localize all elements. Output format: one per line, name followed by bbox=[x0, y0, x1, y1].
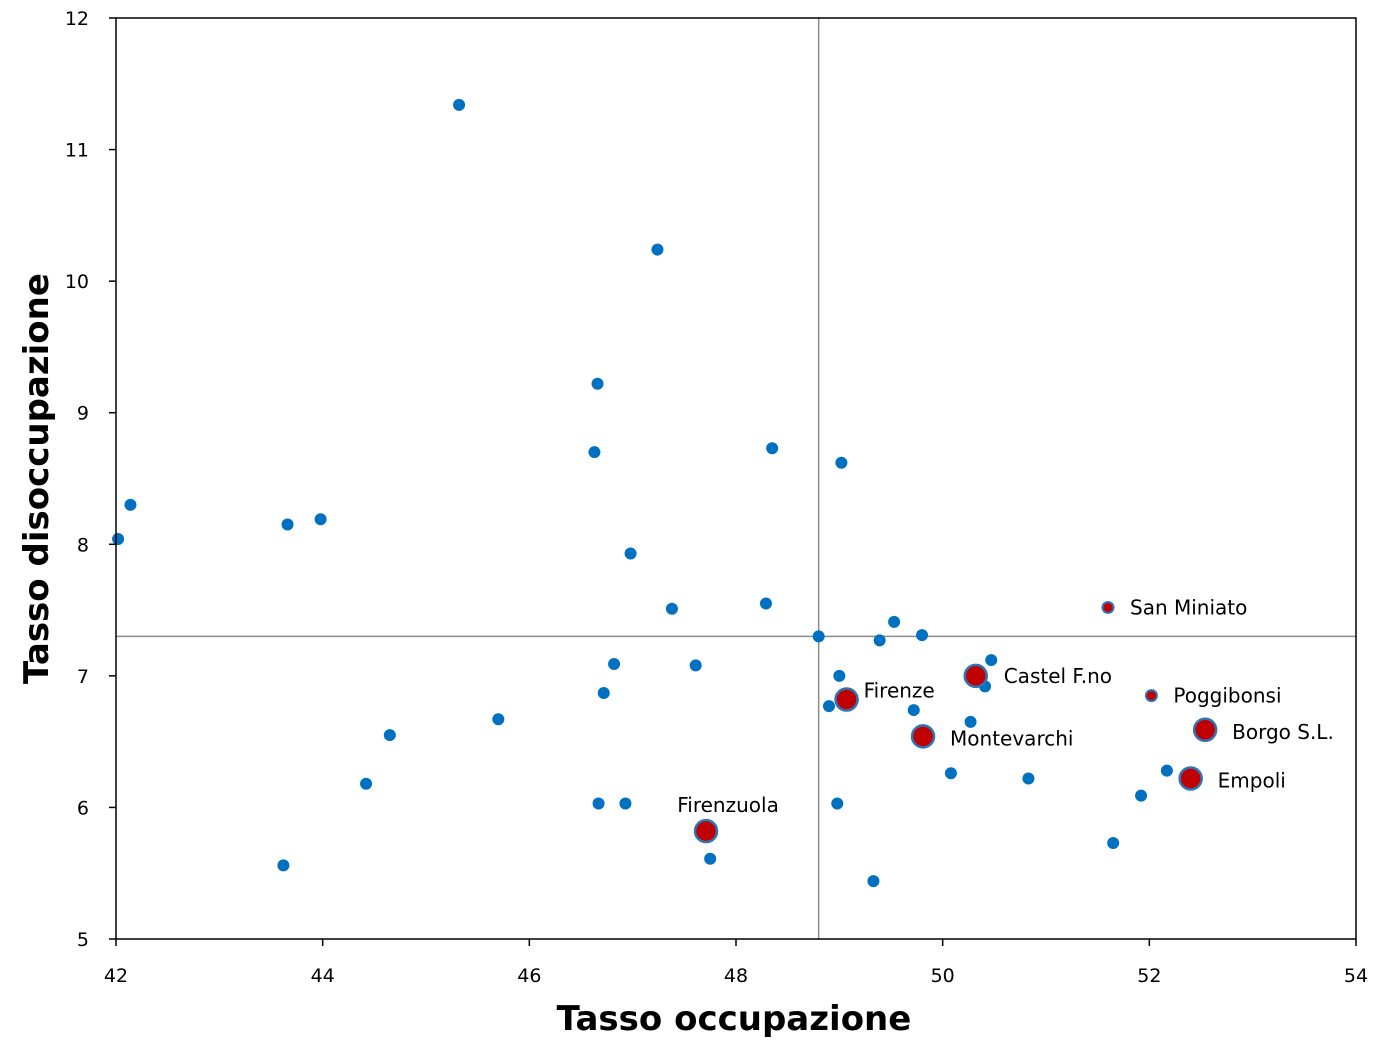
y-axis-title: Tasso disoccupazione bbox=[17, 273, 57, 684]
data-point bbox=[625, 547, 637, 559]
highlighted-point bbox=[912, 725, 934, 747]
x-tick-label: 54 bbox=[1344, 965, 1368, 987]
data-point bbox=[874, 634, 886, 646]
highlighted-point bbox=[1194, 719, 1216, 741]
data-point bbox=[985, 654, 997, 666]
y-tick-label: 11 bbox=[65, 140, 89, 162]
data-point bbox=[608, 658, 620, 670]
data-point bbox=[384, 729, 396, 741]
x-axis-title: Tasso occupazione bbox=[557, 999, 912, 1039]
point-label: San Miniato bbox=[1130, 595, 1247, 619]
y-axis-ticks: 5 6 7 8 9 10 11 12 bbox=[65, 8, 116, 951]
data-point bbox=[690, 659, 702, 671]
x-tick-label: 48 bbox=[724, 965, 748, 987]
data-point bbox=[704, 853, 716, 865]
point-label: Poggibonsi bbox=[1173, 684, 1281, 708]
data-point bbox=[666, 603, 678, 615]
data-point bbox=[277, 859, 289, 871]
data-point bbox=[833, 670, 845, 682]
data-point bbox=[598, 687, 610, 699]
data-point bbox=[453, 99, 465, 111]
data-point bbox=[888, 616, 900, 628]
data-point bbox=[1161, 765, 1173, 777]
y-tick-label: 7 bbox=[77, 666, 89, 688]
data-point bbox=[766, 442, 778, 454]
x-tick-label: 52 bbox=[1137, 965, 1161, 987]
point-label: Firenzuola bbox=[677, 793, 779, 817]
point-label: Borgo S.L. bbox=[1232, 720, 1334, 744]
data-point bbox=[916, 629, 928, 641]
data-point bbox=[124, 499, 136, 511]
data-point bbox=[945, 767, 957, 779]
highlighted-point bbox=[1146, 690, 1157, 701]
highlighted-point bbox=[1103, 602, 1114, 613]
data-points bbox=[112, 99, 1173, 887]
data-point bbox=[282, 519, 294, 531]
y-tick-label: 10 bbox=[65, 271, 89, 293]
data-point bbox=[592, 378, 604, 390]
data-point bbox=[360, 778, 372, 790]
highlighted-point bbox=[1180, 767, 1202, 789]
data-point bbox=[867, 875, 879, 887]
data-point bbox=[823, 700, 835, 712]
x-tick-label: 44 bbox=[311, 965, 335, 987]
x-tick-label: 42 bbox=[104, 965, 128, 987]
highlighted-point bbox=[836, 689, 858, 711]
data-point bbox=[760, 597, 772, 609]
data-point bbox=[813, 630, 825, 642]
x-tick-label: 50 bbox=[931, 965, 955, 987]
data-point bbox=[1107, 837, 1119, 849]
data-point bbox=[619, 797, 631, 809]
highlighted-point bbox=[965, 665, 987, 687]
data-point bbox=[651, 244, 663, 256]
y-tick-label: 9 bbox=[77, 403, 89, 425]
data-point bbox=[835, 457, 847, 469]
data-point bbox=[112, 533, 124, 545]
y-tick-label: 5 bbox=[77, 929, 89, 951]
point-label: Castel F.no bbox=[1004, 664, 1112, 688]
point-label: Empoli bbox=[1218, 768, 1286, 792]
data-point bbox=[588, 446, 600, 458]
data-point bbox=[831, 797, 843, 809]
y-tick-label: 8 bbox=[77, 534, 89, 556]
point-label: Firenze bbox=[864, 679, 935, 703]
point-label: Montevarchi bbox=[950, 726, 1073, 750]
y-tick-label: 12 bbox=[65, 8, 89, 30]
data-point bbox=[593, 797, 605, 809]
x-axis-ticks: 42 44 46 48 50 52 54 bbox=[104, 939, 1368, 987]
y-tick-label: 6 bbox=[77, 797, 89, 819]
data-point bbox=[1135, 790, 1147, 802]
data-point bbox=[315, 513, 327, 525]
data-point bbox=[492, 713, 504, 725]
data-point bbox=[1022, 772, 1034, 784]
data-point bbox=[908, 704, 920, 716]
point-labels: San Miniato Poggibonsi Castel F.no Firenze M… bbox=[677, 595, 1334, 817]
x-tick-label: 46 bbox=[517, 965, 541, 987]
highlighted-point bbox=[695, 820, 717, 842]
